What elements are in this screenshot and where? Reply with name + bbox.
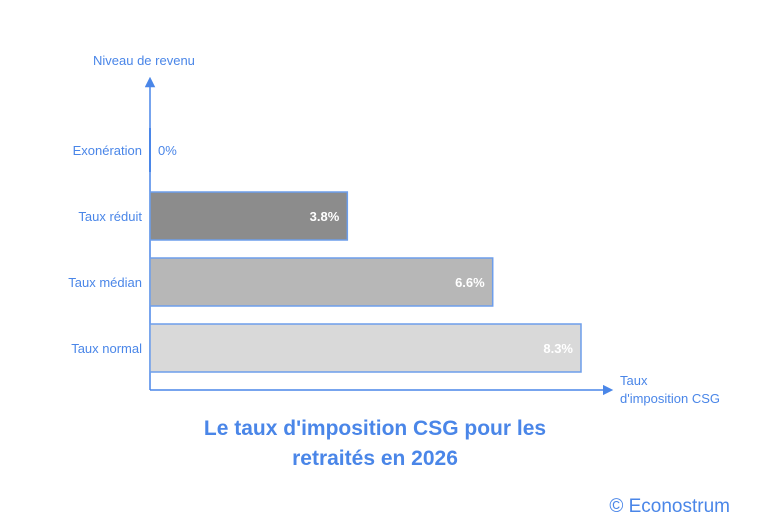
- category-label: Taux normal: [71, 341, 142, 356]
- x-axis-label-line-2: d'imposition CSG: [620, 391, 720, 406]
- source-credit: © Econostrum: [609, 496, 730, 517]
- y-axis-label: Niveau de revenu: [93, 53, 195, 68]
- category-label: Taux médian: [68, 275, 142, 290]
- bar: [149, 323, 582, 373]
- data-label: 8.3%: [543, 341, 573, 356]
- chart-title: Le taux d'imposition CSG pour les retrai…: [150, 414, 600, 474]
- x-axis-label-line-1: Taux: [620, 373, 648, 388]
- data-label: 3.8%: [310, 209, 340, 224]
- chart-title-line-2: retraités en 2026: [292, 447, 458, 470]
- data-label: 0%: [158, 143, 177, 158]
- category-label: Exonération: [73, 143, 142, 158]
- data-label: 6.6%: [455, 275, 485, 290]
- category-label: Taux réduit: [78, 209, 142, 224]
- bar: [149, 128, 151, 172]
- bar: [149, 191, 349, 241]
- chart-title-line-1: Le taux d'imposition CSG pour les: [203, 417, 547, 440]
- bar: [149, 257, 494, 307]
